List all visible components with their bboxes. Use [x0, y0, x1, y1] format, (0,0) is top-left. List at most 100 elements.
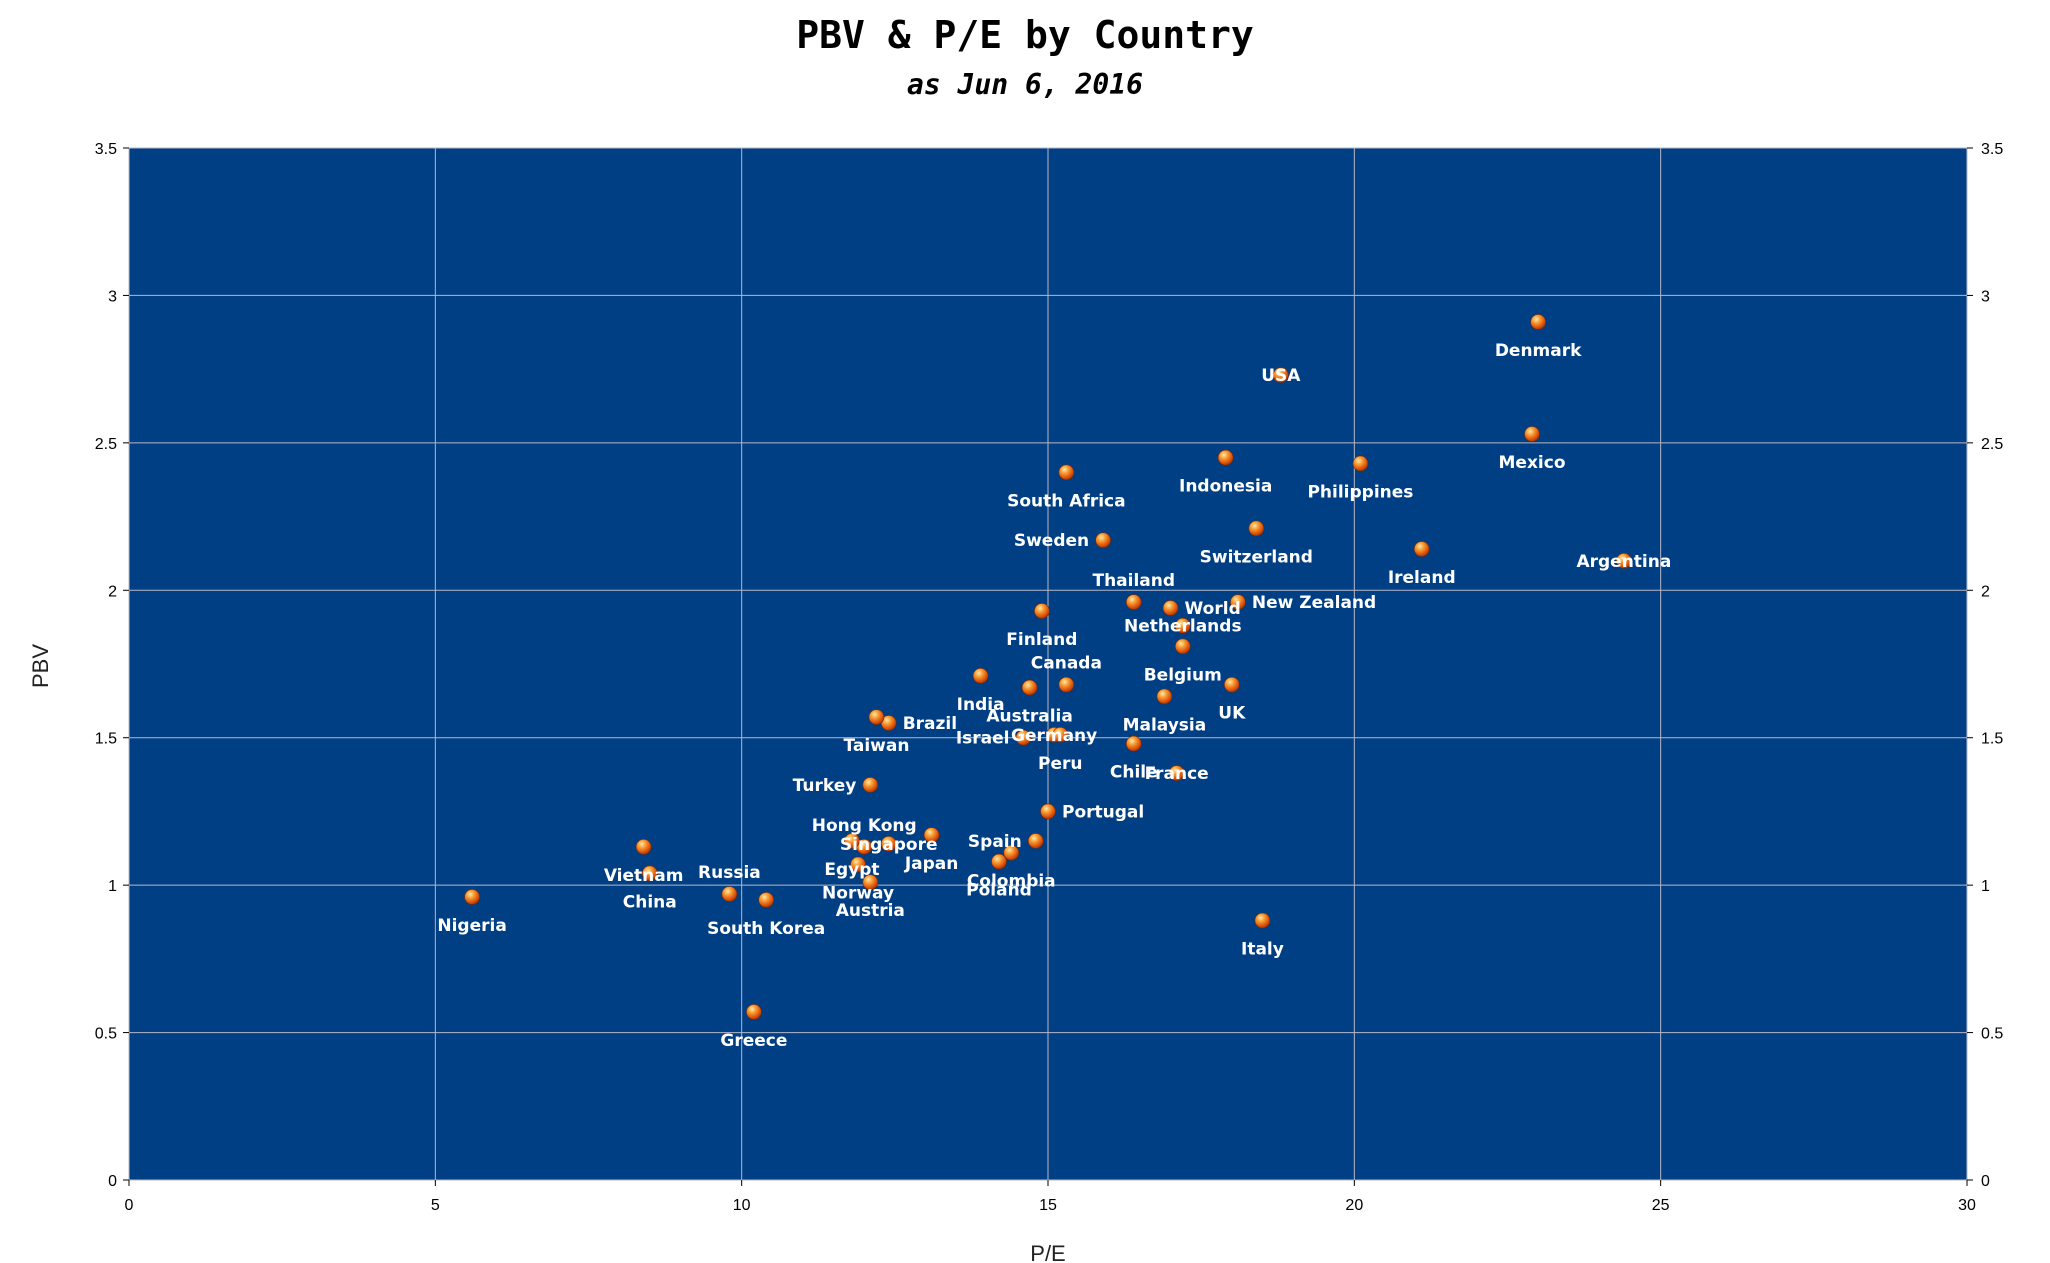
- y2-tick-label: 1.5: [1981, 731, 2003, 748]
- point-label: Turkey: [793, 776, 857, 796]
- point-label: Vietnam: [604, 866, 684, 886]
- x-tick-label: 0: [125, 1197, 134, 1214]
- y-tick-label: 2: [108, 583, 117, 600]
- data-point: [1273, 367, 1289, 383]
- point-label: Canada: [1031, 654, 1102, 674]
- data-point: [1174, 638, 1191, 655]
- point-label: World: [1185, 599, 1241, 619]
- point-label: Switzerland: [1200, 547, 1313, 567]
- data-point: [1174, 617, 1191, 634]
- point-label: Nigeria: [437, 916, 506, 936]
- y2-tick-label: 0: [1981, 1173, 1990, 1190]
- point-label: Austria: [836, 901, 905, 921]
- point-label: Spain: [968, 832, 1022, 852]
- data-point: [1217, 449, 1234, 466]
- data-point: [746, 1004, 762, 1020]
- chart-subtitle: as Jun 6, 2016: [907, 68, 1143, 101]
- data-point: [1052, 726, 1069, 743]
- data-point: [758, 892, 774, 908]
- x-tick-label: 20: [1345, 1197, 1363, 1214]
- point-label: Italy: [1241, 940, 1284, 960]
- point-label: France: [1145, 764, 1209, 784]
- point-label: Mexico: [1499, 453, 1566, 473]
- data-point: [1040, 803, 1056, 820]
- data-point: [862, 777, 879, 793]
- data-point: [1027, 833, 1044, 849]
- point-label: Philippines: [1307, 482, 1413, 502]
- x-axis-label: P/E: [1030, 1241, 1065, 1263]
- x-tick-label: 25: [1652, 1197, 1670, 1214]
- y-tick-label: 3: [108, 288, 117, 305]
- y2-tick-label: 1: [1981, 878, 1990, 895]
- data-point: [1248, 520, 1265, 537]
- point-label: Argentina: [1576, 552, 1671, 572]
- point-label: Egypt: [824, 860, 879, 880]
- point-label: Peru: [1038, 754, 1082, 774]
- y-tick-label: 3.5: [95, 141, 117, 158]
- chart-title: PBV & P/E by Country: [796, 13, 1254, 57]
- x-tick-label: 15: [1039, 1197, 1057, 1214]
- point-label: Portugal: [1062, 802, 1144, 822]
- data-point: [850, 856, 866, 873]
- point-label: Israel: [956, 729, 1010, 749]
- data-point: [635, 839, 652, 855]
- point-label: Norway: [822, 884, 894, 904]
- data-point: [1616, 552, 1632, 569]
- data-point: [862, 874, 879, 890]
- point-label: UK: [1218, 704, 1246, 724]
- point-label: Greece: [720, 1031, 787, 1051]
- y2-tick-label: 3: [1981, 288, 1990, 305]
- y-tick-label: 0.5: [95, 1026, 117, 1043]
- data-point: [1125, 735, 1142, 752]
- point-label: Poland: [966, 881, 1032, 901]
- data-point: [1058, 676, 1075, 693]
- y-tick-label: 0: [108, 1173, 117, 1190]
- data-point: [641, 865, 658, 882]
- point-label: Chile: [1110, 763, 1158, 783]
- data-point: [1524, 426, 1540, 442]
- point-label: South Korea: [707, 919, 825, 939]
- point-labels: Denmark USA Mexico Indonesia Philippines Sout…: [437, 341, 1671, 1051]
- data-point: [1162, 600, 1179, 616]
- x-tick-label: 10: [733, 1197, 751, 1214]
- data-point: [1254, 912, 1271, 929]
- data-point: [1058, 464, 1075, 481]
- y-tick-label: 2.5: [95, 436, 117, 453]
- data-point: [868, 709, 885, 725]
- y-axis-label: PBV: [28, 644, 53, 688]
- data-point: [1034, 603, 1050, 619]
- data-point: [991, 853, 1007, 870]
- data-point: [1413, 541, 1430, 557]
- point-label: Hong Kong: [812, 816, 917, 836]
- point-label: Malaysia: [1123, 715, 1207, 735]
- point-label: India: [957, 695, 1005, 715]
- point-label: Belgium: [1144, 665, 1222, 685]
- point-label: Indonesia: [1179, 477, 1272, 497]
- point-label: Singapore: [840, 835, 938, 855]
- data-point: [1003, 844, 1020, 861]
- point-label: Sweden: [1014, 531, 1089, 551]
- point-label: Taiwan: [843, 736, 909, 756]
- data-point: [972, 667, 989, 684]
- y2-tick-label: 3.5: [1981, 141, 2003, 158]
- data-point: [464, 889, 480, 905]
- point-label: Colombia: [967, 872, 1056, 892]
- point-label: South Africa: [1007, 491, 1126, 511]
- point-label: USA: [1261, 366, 1301, 386]
- y2-tick-label: 2: [1981, 583, 1990, 600]
- data-point: [1095, 532, 1111, 548]
- point-label: China: [623, 892, 677, 912]
- data-point: [1168, 765, 1185, 781]
- point-label: Ireland: [1388, 568, 1456, 588]
- point-label: Australia: [986, 707, 1073, 727]
- data-point: [1021, 679, 1038, 696]
- point-label: New Zealand: [1252, 593, 1376, 613]
- point-label: Finland: [1006, 630, 1077, 650]
- point-label: Russia: [698, 863, 761, 883]
- data-point: [1352, 455, 1369, 472]
- y-tick-label: 1: [108, 878, 117, 895]
- data-point: [923, 827, 940, 843]
- axis-ticks: 0 5 10 15 20 25 300 00.5 0.51 11.5 1.52 22.5 2.53 33.…: [95, 141, 2004, 1214]
- x-tick-label: 5: [431, 1197, 440, 1214]
- data-point: [844, 833, 860, 849]
